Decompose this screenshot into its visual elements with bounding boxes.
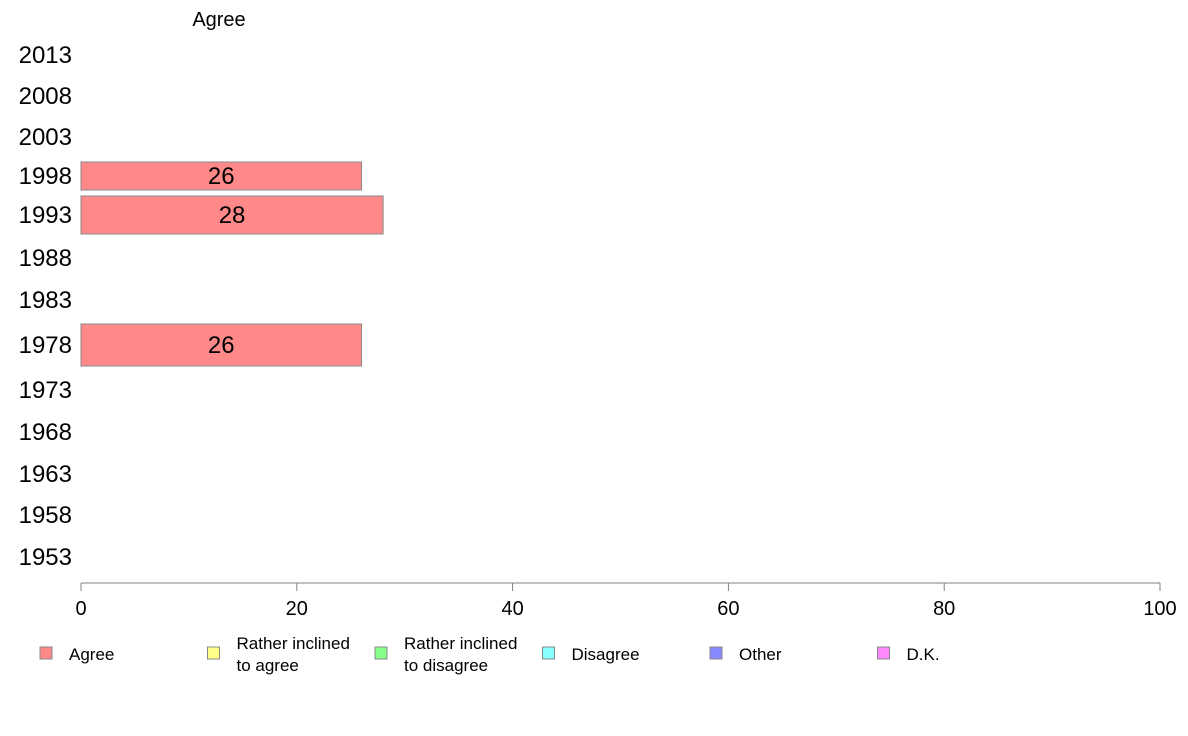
column-header: Agree (192, 9, 245, 31)
category-label-1998: 1998 (19, 163, 72, 190)
bar-1978 (80, 323, 363, 367)
legend-label: D.K. (907, 645, 940, 664)
legend-label: Agree (69, 645, 114, 664)
legend-swatch (542, 646, 555, 660)
bar-value-label-1993: 28 (219, 202, 246, 229)
legend-swatch (374, 646, 388, 660)
legend-label-line-0: Rather inclined (404, 634, 517, 653)
legend-label-line-1: to disagree (404, 656, 488, 675)
x-tick-label-60: 60 (717, 598, 739, 620)
x-tick-label-80: 80 (933, 598, 955, 620)
legend-item-4: Other (709, 645, 782, 664)
legend-label: Disagree (572, 645, 640, 664)
bars: 26 28 26 (80, 161, 384, 367)
bar-value-label-1998: 26 (208, 163, 235, 190)
legend-swatch (39, 646, 53, 660)
year-labels: 2013 2008 2003 1998 1993 1988 1983 1978 1973 1968… (19, 42, 72, 571)
bar-1993 (80, 195, 384, 235)
legend-label: Other (739, 645, 782, 664)
category-label-1963: 1963 (19, 461, 72, 488)
category-label-1993: 1993 (19, 202, 72, 229)
legend-label-line-1: to agree (237, 656, 299, 675)
category-label-2008: 2008 (19, 83, 72, 110)
legend-swatch (877, 646, 890, 660)
category-label-1968: 1968 (19, 419, 72, 446)
category-label-1978: 1978 (19, 332, 72, 359)
category-label-2013: 2013 (19, 42, 72, 69)
x-tick-label-100: 100 (1143, 598, 1176, 620)
category-label-1958: 1958 (19, 502, 72, 529)
legend-swatch (207, 646, 220, 660)
x-tick-label-40: 40 (501, 598, 523, 620)
category-label-2003: 2003 (19, 124, 72, 151)
legend-item-0: Agree (39, 645, 114, 664)
category-label-1983: 1983 (19, 287, 72, 314)
x-axis: 0 20 40 60 80 100 (75, 582, 1177, 620)
category-label-1973: 1973 (19, 377, 72, 404)
category-label-1953: 1953 (19, 544, 72, 571)
legend-label-line-0: Rather inclined (237, 634, 350, 653)
bar-1998 (80, 161, 363, 191)
legend-item-2: Rather inclined to disagree (374, 634, 517, 675)
category-label-1988: 1988 (19, 245, 72, 272)
legend-swatch (709, 646, 723, 660)
x-tick-label-0: 0 (75, 598, 86, 620)
x-tick-label-20: 20 (286, 598, 308, 620)
legend-item-3: Disagree (542, 645, 640, 664)
bar-value-label-1978: 26 (208, 332, 235, 359)
legend-item-5: D.K. (877, 645, 940, 664)
legend-item-1: Rather inclined to agree (207, 634, 350, 675)
